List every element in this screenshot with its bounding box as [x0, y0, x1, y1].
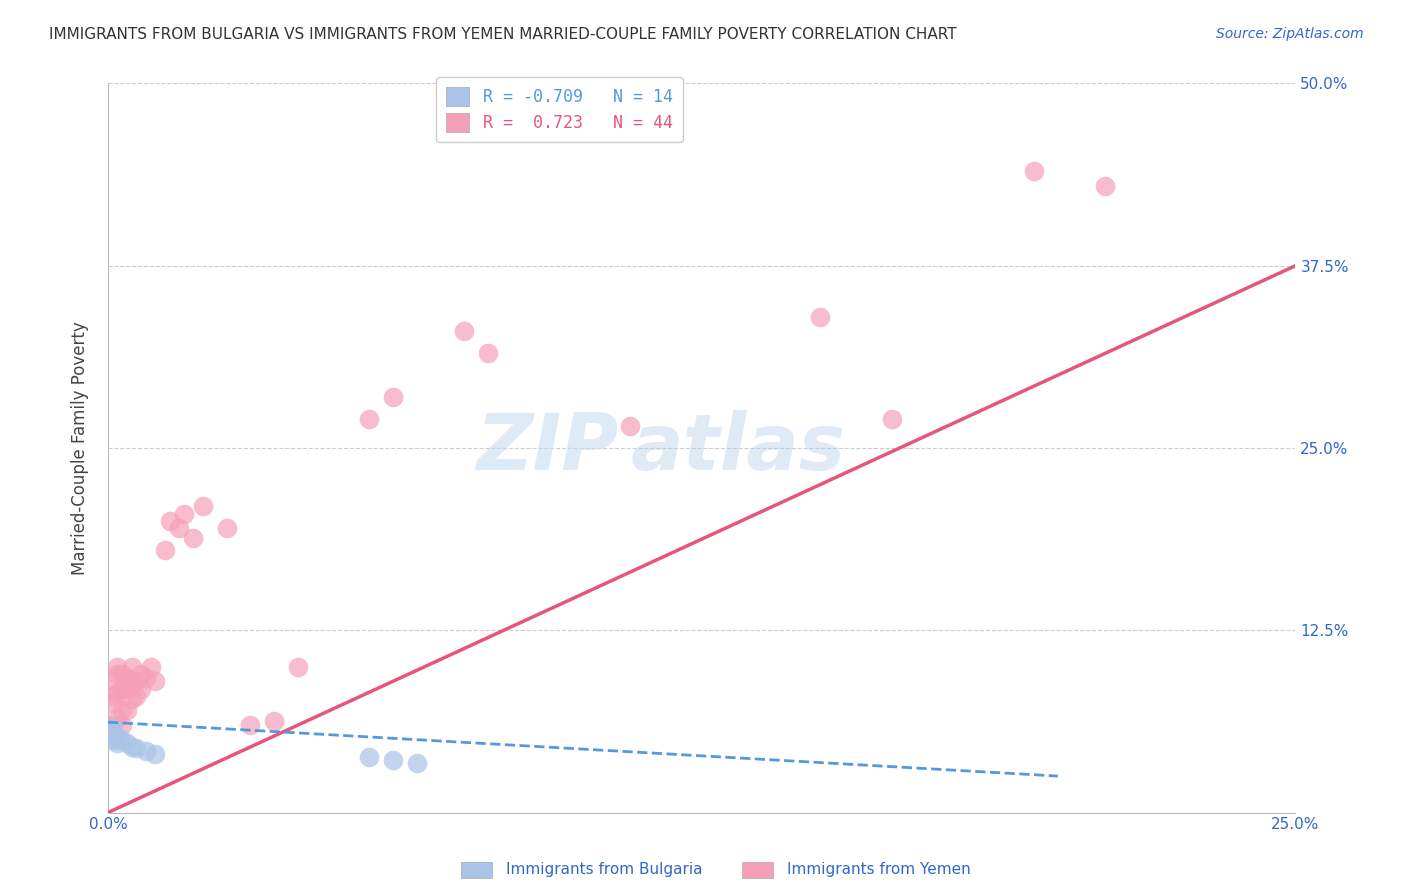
Point — [382, 753, 405, 767]
Point — [111, 681, 134, 696]
Text: atlas: atlas — [630, 410, 845, 486]
Point — [263, 714, 285, 728]
Point — [107, 667, 129, 681]
Point — [125, 689, 148, 703]
Point — [139, 659, 162, 673]
Point — [115, 735, 138, 749]
Point — [107, 735, 129, 749]
Point — [382, 390, 405, 404]
Point — [167, 521, 190, 535]
Point — [107, 659, 129, 673]
Point — [145, 747, 167, 762]
Point — [129, 681, 152, 696]
Point — [359, 750, 381, 764]
Point — [145, 674, 167, 689]
Point — [111, 703, 134, 717]
Point — [101, 696, 124, 710]
Point — [121, 739, 143, 754]
Point — [880, 412, 903, 426]
Legend: R = -0.709   N = 14, R =  0.723   N = 44: R = -0.709 N = 14, R = 0.723 N = 44 — [436, 78, 682, 143]
Point — [111, 667, 134, 681]
Point — [453, 324, 475, 338]
Point — [115, 703, 138, 717]
Point — [239, 718, 262, 732]
Text: ZIP: ZIP — [477, 410, 619, 486]
Y-axis label: Married-Couple Family Poverty: Married-Couple Family Poverty — [72, 321, 89, 574]
Point — [159, 514, 181, 528]
Point — [101, 732, 124, 747]
Point — [405, 756, 427, 770]
Point — [101, 718, 124, 732]
Point — [101, 689, 124, 703]
Point — [125, 741, 148, 756]
Point — [173, 507, 195, 521]
Point — [129, 667, 152, 681]
Point — [115, 672, 138, 686]
Point — [191, 500, 214, 514]
Text: Source: ZipAtlas.com: Source: ZipAtlas.com — [1216, 27, 1364, 41]
Point — [121, 691, 143, 706]
Point — [101, 721, 124, 735]
Point — [215, 521, 238, 535]
Text: Immigrants from Yemen: Immigrants from Yemen — [787, 863, 972, 877]
Bar — [461, 862, 492, 878]
Point — [619, 419, 641, 434]
Point — [121, 677, 143, 691]
Point — [153, 543, 176, 558]
Point — [101, 674, 124, 689]
Point — [107, 730, 129, 744]
Point — [111, 718, 134, 732]
Point — [135, 672, 157, 686]
Point — [121, 659, 143, 673]
Point — [107, 686, 129, 700]
Bar — [742, 862, 773, 878]
Point — [115, 681, 138, 696]
Point — [111, 732, 134, 747]
Point — [810, 310, 832, 324]
Point — [101, 725, 124, 739]
Point — [107, 711, 129, 725]
Point — [125, 674, 148, 689]
Point — [135, 744, 157, 758]
Point — [1024, 164, 1046, 178]
Point — [183, 532, 205, 546]
Text: Immigrants from Bulgaria: Immigrants from Bulgaria — [506, 863, 703, 877]
Point — [287, 659, 309, 673]
Text: IMMIGRANTS FROM BULGARIA VS IMMIGRANTS FROM YEMEN MARRIED-COUPLE FAMILY POVERTY : IMMIGRANTS FROM BULGARIA VS IMMIGRANTS F… — [49, 27, 957, 42]
Point — [359, 412, 381, 426]
Point — [1094, 178, 1116, 193]
Point — [477, 346, 499, 360]
